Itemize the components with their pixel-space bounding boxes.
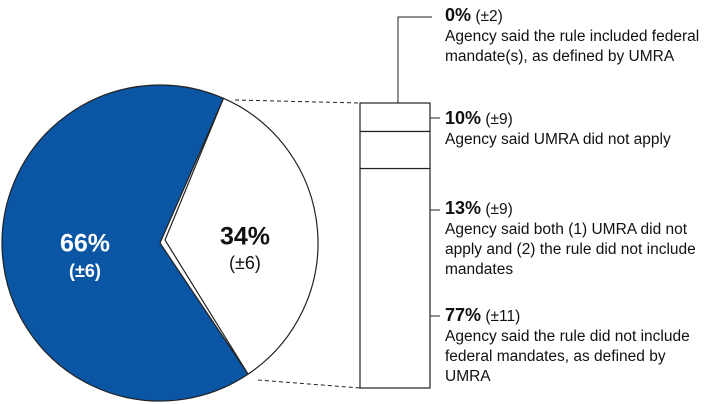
slice-error: (±6) (229, 253, 261, 273)
callout-text: Agency said both (1) UMRA did not apply … (445, 221, 696, 278)
callout-error: (±11) (485, 308, 521, 325)
slice-error: (±6) (69, 261, 101, 281)
callout: 77% (±11) Agency said the rule did not in… (445, 305, 705, 387)
callout-error: (±2) (475, 8, 503, 25)
callout-text: Agency said the rule did not include fed… (445, 328, 690, 385)
connector (257, 379, 361, 389)
bar-segment (359, 102, 431, 133)
callout: 10% (±9) Agency said UMRA did not apply (445, 108, 705, 150)
callout-value: 77% (445, 305, 482, 325)
callout-value: 13% (445, 198, 482, 218)
callout-error: (±9) (485, 111, 513, 128)
callout: 13% (±9) Agency said both (1) UMRA did no… (445, 198, 705, 280)
pie-slice (164, 97, 319, 375)
callout: 0% (±2) Agency said the rule included fed… (445, 5, 705, 67)
bar-segment (359, 167, 431, 389)
callout-error: (±9) (485, 201, 513, 218)
pie-slice (1, 84, 249, 402)
slice-label: 66% (60, 230, 110, 258)
bar-segment (359, 130, 431, 170)
callout-text: Agency said the rule included federal ma… (445, 28, 700, 65)
connector (234, 99, 361, 104)
callout-text: Agency said UMRA did not apply (445, 131, 671, 148)
leader-line (397, 16, 432, 103)
slice-label: 34% (220, 223, 270, 251)
callout-value: 10% (445, 108, 482, 128)
callout-value: 0% (445, 5, 472, 25)
